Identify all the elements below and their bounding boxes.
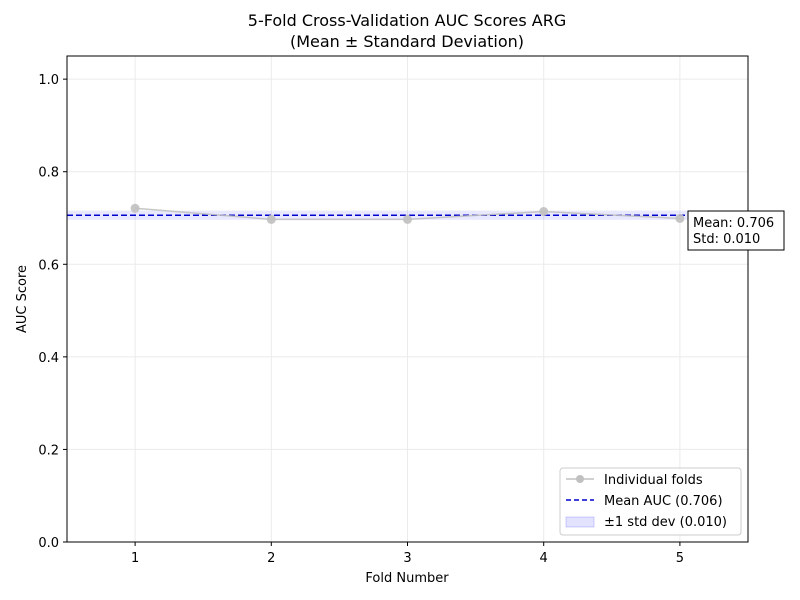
data-point-fold-3 (403, 214, 412, 224)
data-point-fold-5 (675, 213, 685, 223)
y-axis-label: AUC Score (15, 265, 30, 333)
stats-annotation-box (687, 210, 785, 251)
y-tick-label: 0.2 (38, 443, 59, 458)
x-tick-label: 5 (676, 551, 684, 566)
annotation-mean: Mean: 0.706 (693, 216, 774, 231)
data-point-fold-4 (539, 207, 549, 217)
y-axis-ticks: 0.0 0.2 0.4 0.6 0.8 1.0 (38, 73, 67, 551)
legend-mean-label: Mean AUC (0.706) (604, 494, 723, 509)
legend-item-folds: Individual folds (566, 473, 703, 488)
y-tick-label: 0.4 (38, 351, 59, 366)
legend-folds-marker (576, 475, 584, 483)
x-tick-label: 4 (540, 551, 548, 566)
x-tick-label: 2 (267, 551, 275, 566)
x-axis-ticks: 1 2 3 4 5 (131, 542, 684, 566)
legend-folds-label: Individual folds (604, 473, 703, 488)
series-layer (130, 203, 685, 224)
data-point-fold-2 (266, 214, 276, 224)
y-tick-label: 0.6 (38, 258, 59, 273)
x-axis-label: Fold Number (365, 571, 449, 586)
annotation-std: Std: 0.010 (693, 232, 760, 247)
y-tick-label: 0.8 (38, 166, 59, 181)
x-tick-label: 1 (131, 551, 139, 566)
legend-item-std: ±1 std dev (0.010) (565, 515, 727, 530)
chart-subtitle: (Mean ± Standard Deviation) (290, 32, 524, 51)
stats-annotation: Mean: 0.706 Std: 0.010 (687, 210, 785, 251)
data-point-fold-1 (130, 203, 140, 213)
chart-title: 5-Fold Cross-Validation AUC Scores ARG (248, 11, 566, 30)
y-tick-label: 0.0 (38, 536, 59, 551)
x-tick-label: 3 (403, 551, 411, 566)
legend-item-mean: Mean AUC (0.706) (566, 494, 723, 509)
legend: Individual folds Mean AUC (0.706) ±1 std… (559, 467, 742, 536)
legend-std-label: ±1 std dev (0.010) (604, 515, 727, 530)
legend-std-swatch (565, 516, 595, 528)
y-tick-label: 1.0 (38, 73, 59, 88)
legend-box (559, 467, 742, 536)
